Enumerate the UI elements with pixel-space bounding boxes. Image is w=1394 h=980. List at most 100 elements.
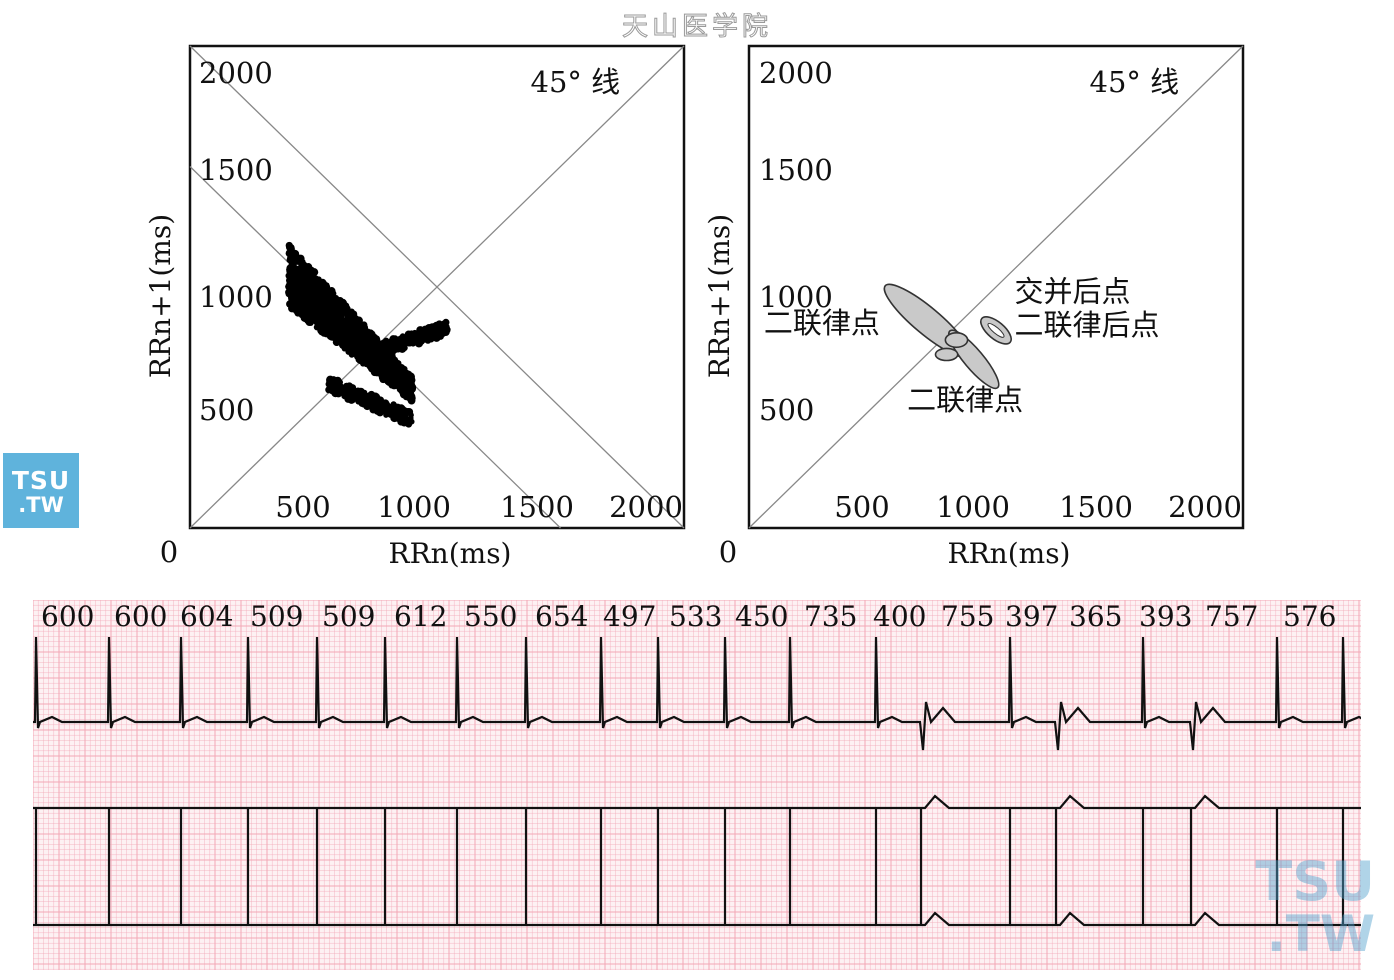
scatter-point	[428, 333, 435, 340]
scatter-point	[286, 244, 293, 251]
ecg-strip: 600 600 604 509 509 612 550 654 497 533 450 735 400 7…	[33, 600, 1361, 970]
scatter-point	[355, 396, 362, 403]
scatter-point	[389, 377, 396, 384]
rr-interval-label: 497	[603, 600, 656, 633]
rr-interval-label: 755	[941, 600, 994, 633]
x-tick-label: 1500	[500, 490, 574, 524]
watermark-title: 天山医学院	[621, 12, 772, 43]
scatter-point	[380, 399, 388, 407]
scatter-ellipse	[944, 331, 969, 349]
rr-interval-label: 654	[535, 600, 588, 633]
x-tick-label: 1000	[936, 490, 1010, 524]
rr-interval-label: 604	[180, 600, 233, 633]
scatter-point	[393, 403, 402, 412]
plot-annotation: 45° 线	[531, 65, 621, 99]
rr-interval-label: 600	[41, 600, 94, 633]
scatter-point	[382, 372, 390, 379]
scatter-point	[322, 290, 330, 298]
diagonal-45-line	[748, 45, 1244, 529]
scatter-point	[381, 345, 389, 353]
tsu-logo-right-line1: TSU	[1255, 850, 1375, 913]
scatter-point	[396, 338, 405, 347]
y-tick-label: 2000	[759, 56, 833, 90]
anti-diagonal-line	[189, 45, 685, 529]
rr-interval-label: 600	[114, 600, 167, 633]
y-tick-label: 500	[199, 393, 254, 427]
scatter-point	[353, 340, 360, 348]
ecg-grid	[33, 600, 1361, 970]
scatter-point	[331, 333, 338, 340]
scatter-point	[316, 315, 323, 323]
scatter-point	[443, 324, 450, 330]
scatter-point	[372, 368, 382, 377]
scatter-point	[309, 292, 318, 301]
scatter-point	[288, 261, 296, 269]
scatter-point	[329, 378, 335, 385]
scatter-point	[325, 297, 333, 305]
scatter-point	[294, 308, 303, 317]
scatter-point	[349, 388, 357, 396]
y-axis-label: RRn+1(ms)	[703, 214, 736, 378]
scatter-point	[357, 325, 365, 333]
scatter-point	[401, 391, 410, 399]
scatter-point	[408, 418, 415, 425]
scatter-point	[321, 316, 330, 325]
scatter-point	[392, 364, 399, 372]
x-tick-label: 2000	[609, 490, 683, 524]
scatter-point	[286, 300, 294, 308]
tsu-logo-left: TSU .TW	[3, 453, 79, 528]
scatter-point	[399, 410, 406, 417]
plot-annotation: 二联律点	[907, 383, 1023, 417]
scatter-point	[324, 303, 333, 312]
rr-interval-label: 400	[873, 600, 926, 633]
scatter-point	[364, 341, 372, 349]
x-tick-label: 500	[275, 490, 330, 524]
scatter-point	[390, 360, 396, 366]
scatter-point	[332, 338, 341, 346]
scatter-point	[402, 376, 411, 385]
scatter-point	[337, 313, 345, 321]
scatter-ellipse-inner	[987, 322, 1005, 338]
scatter-point	[380, 357, 388, 366]
scatter-point	[364, 352, 373, 360]
scatter-point	[333, 386, 339, 393]
scatter-ellipse	[934, 347, 959, 362]
scatter-point	[317, 323, 323, 329]
scatter-point	[414, 333, 422, 340]
scatter-point	[290, 287, 299, 297]
scatter-cluster-1	[285, 241, 417, 405]
scatter-point	[336, 297, 343, 304]
x-tick-label: 1000	[377, 490, 451, 524]
scatter-point	[368, 392, 376, 400]
rr-interval-label: 735	[804, 600, 857, 633]
scatter-point	[372, 352, 379, 359]
scatter-point	[398, 415, 405, 423]
scatter-point	[316, 279, 323, 286]
scatter-point	[356, 355, 365, 364]
ecg-rr-labels: 600 600 604 509 509 612 550 654 497 533 450 735 400 7…	[41, 600, 1336, 633]
scatter-point	[286, 275, 294, 283]
scatter-point	[408, 383, 417, 392]
scatter-point	[405, 407, 414, 417]
rr-interval-label: 450	[735, 600, 788, 633]
scatter-point	[336, 379, 343, 386]
rr-interval-label: 509	[322, 600, 375, 633]
plot-annotation: 交并后点	[1015, 274, 1131, 308]
x-tick-label: 1500	[1059, 490, 1133, 524]
y-tick-label: 2000	[199, 56, 273, 90]
scatter-point	[306, 308, 315, 317]
scatter-point	[346, 310, 354, 317]
scatter-point	[372, 346, 379, 352]
scatter-cluster-2	[376, 318, 451, 359]
scatter-point	[304, 298, 313, 307]
scatter-point	[400, 334, 407, 341]
rr-interval-label: 397	[1005, 600, 1058, 633]
scatter-point	[295, 257, 302, 264]
y-tick-label: 1500	[199, 153, 273, 187]
poincare-plot-2: 500 1000 1500 2000 500 1000 1500 2000 0 RRn(ms) RR…	[703, 44, 1245, 570]
scatter-point	[392, 412, 401, 421]
scatter-point	[406, 371, 413, 379]
rr-interval-label: 365	[1069, 600, 1122, 633]
scatter-point	[295, 272, 303, 280]
ecg-lead-1-trace	[33, 636, 1361, 751]
